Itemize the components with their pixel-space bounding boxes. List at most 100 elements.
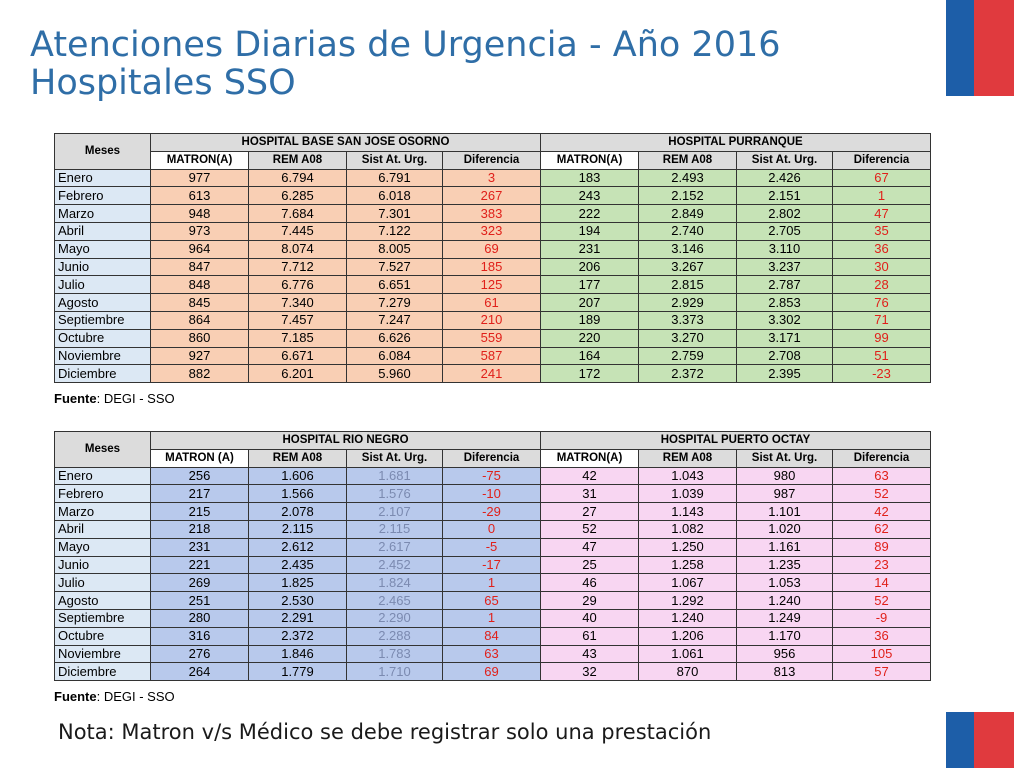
diferencia-cell: 65 (442, 591, 541, 610)
rem-a08-cell: 7.457 (248, 310, 347, 330)
month-cell: Junio (54, 257, 151, 277)
col-header: REM A08 (248, 448, 347, 468)
table-row: Marzo 215 2.078 2.107 -29 27 1.143 1.101 42 (54, 502, 931, 521)
source-text: : DEGI - SSO (96, 391, 175, 406)
sist-at-urg-cell: 7.122 (346, 221, 443, 241)
diferencia-cell: 0 (442, 519, 541, 539)
diferencia-cell: 1 (442, 573, 541, 593)
col-header: Sist At. Urg. (346, 150, 443, 170)
source-note-2: Fuente: DEGI - SSO (54, 689, 175, 704)
month-cell: Diciembre (54, 662, 151, 682)
diferencia-cell: -29 (442, 502, 541, 521)
month-cell: Julio (54, 275, 151, 295)
col-header: MATRON(A) (540, 448, 639, 468)
sist-at-urg-cell: 2.426 (736, 168, 833, 188)
sist-at-urg-cell: 7.301 (346, 204, 443, 223)
table-rionegro-puertooctay: Meses HOSPITAL RIO NEGRO HOSPITAL PUERTO… (54, 431, 931, 682)
diferencia-cell: -17 (442, 555, 541, 575)
table-row: Mayo 231 2.612 2.617 -5 47 1.250 1.161 89 (54, 537, 931, 557)
matron-cell: 32 (540, 662, 639, 682)
matron-cell: 31 (540, 484, 639, 504)
col-header: REM A08 (638, 448, 737, 468)
month-cell: Agosto (54, 591, 151, 610)
matron-cell: 243 (540, 186, 639, 206)
col-header: Diferencia (442, 448, 541, 468)
diferencia-cell: 36 (832, 626, 931, 646)
page-title: Atenciones Diarias de Urgencia - Año 201… (30, 26, 781, 102)
sist-at-urg-cell: 3.302 (736, 310, 833, 330)
rem-a08-cell: 2.493 (638, 168, 737, 188)
sist-at-urg-cell: 6.084 (346, 346, 443, 366)
month-cell: Septiembre (54, 310, 151, 330)
rem-a08-cell: 1.143 (638, 502, 737, 521)
table-row: Junio 221 2.435 2.452 -17 25 1.258 1.235 23 (54, 555, 931, 575)
table-row: Noviembre 927 6.671 6.084 587 164 2.759 2.708 51 (54, 346, 931, 366)
matron-cell: 269 (150, 573, 249, 593)
sist-at-urg-cell: 7.279 (346, 293, 443, 312)
sist-at-urg-cell: 3.171 (736, 328, 833, 348)
table-row: Febrero 217 1.566 1.576 -10 31 1.039 987 52 (54, 484, 931, 504)
sist-at-urg-cell: 2.395 (736, 364, 833, 384)
header-hospital-rionegro: HOSPITAL RIO NEGRO (150, 431, 541, 450)
sist-at-urg-cell: 1.240 (736, 591, 833, 610)
rem-a08-cell: 7.712 (248, 257, 347, 277)
diferencia-cell: 63 (442, 644, 541, 664)
month-cell: Noviembre (54, 346, 151, 366)
matron-cell: 217 (150, 484, 249, 504)
sist-at-urg-cell: 980 (736, 466, 833, 486)
rem-a08-cell: 2.740 (638, 221, 737, 241)
month-cell: Enero (54, 168, 151, 188)
matron-cell: 218 (150, 519, 249, 539)
table-row: Agosto 845 7.340 7.279 61 207 2.929 2.853 76 (54, 293, 931, 312)
rem-a08-cell: 6.201 (248, 364, 347, 384)
rem-a08-cell: 870 (638, 662, 737, 682)
sist-at-urg-cell: 2.288 (346, 626, 443, 646)
matron-cell: 316 (150, 626, 249, 646)
diferencia-cell: 62 (832, 519, 931, 539)
table-row: Diciembre 264 1.779 1.710 69 32 870 813 57 (54, 662, 931, 682)
diferencia-cell: 47 (832, 204, 931, 223)
diferencia-cell: -5 (442, 537, 541, 557)
rem-a08-cell: 2.291 (248, 608, 347, 628)
diferencia-cell: 1 (442, 608, 541, 628)
sist-at-urg-cell: 2.708 (736, 346, 833, 366)
matron-cell: 964 (150, 239, 249, 259)
rem-a08-cell: 2.929 (638, 293, 737, 312)
rem-a08-cell: 1.779 (248, 662, 347, 682)
matron-cell: 948 (150, 204, 249, 223)
col-header: Sist At. Urg. (736, 448, 833, 468)
diferencia-cell: 76 (832, 293, 931, 312)
table-row: Octubre 316 2.372 2.288 84 61 1.206 1.170 36 (54, 626, 931, 646)
matron-cell: 882 (150, 364, 249, 384)
matron-cell: 231 (540, 239, 639, 259)
rem-a08-cell: 2.115 (248, 519, 347, 539)
diferencia-cell: 61 (442, 293, 541, 312)
diferencia-cell: 267 (442, 186, 541, 206)
diferencia-cell: 84 (442, 626, 541, 646)
matron-cell: 40 (540, 608, 639, 628)
rem-a08-cell: 2.152 (638, 186, 737, 206)
matron-cell: 52 (540, 519, 639, 539)
rem-a08-cell: 2.849 (638, 204, 737, 223)
rem-a08-cell: 1.043 (638, 466, 737, 486)
matron-cell: 215 (150, 502, 249, 521)
table-row: Enero 256 1.606 1.681 -75 42 1.043 980 63 (54, 466, 931, 486)
col-header: REM A08 (638, 150, 737, 170)
diferencia-cell: 69 (442, 239, 541, 259)
sist-at-urg-cell: 2.787 (736, 275, 833, 295)
matron-cell: 231 (150, 537, 249, 557)
sist-at-urg-cell: 2.107 (346, 502, 443, 521)
table-row: Marzo 948 7.684 7.301 383 222 2.849 2.802 47 (54, 204, 931, 223)
diferencia-cell: 42 (832, 502, 931, 521)
table-row: Julio 848 6.776 6.651 125 177 2.815 2.787 28 (54, 275, 931, 295)
diferencia-cell: 210 (442, 310, 541, 330)
month-cell: Diciembre (54, 364, 151, 384)
rem-a08-cell: 7.445 (248, 221, 347, 241)
rem-a08-cell: 6.285 (248, 186, 347, 206)
flag-decoration-bottom (946, 712, 1024, 768)
rem-a08-cell: 1.258 (638, 555, 737, 575)
matron-cell: 183 (540, 168, 639, 188)
sist-at-urg-cell: 1.710 (346, 662, 443, 682)
sist-at-urg-cell: 7.247 (346, 310, 443, 330)
table-row: Enero 977 6.794 6.791 3 183 2.493 2.426 67 (54, 168, 931, 188)
